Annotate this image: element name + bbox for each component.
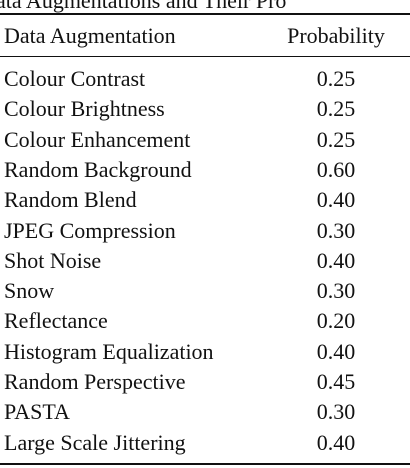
augmentation-name: Snow [4, 278, 55, 304]
header-cell: Probability [287, 23, 385, 48]
probability: 0.25 [316, 96, 356, 122]
augmentation-name: Random Background [4, 156, 192, 182]
augmentation-name: Random Perspective [4, 369, 186, 394]
augmentation-name: PASTA [4, 399, 70, 425]
top-rule [0, 13, 410, 15]
probability: 0.30 [316, 399, 356, 425]
augmentation-name: Colour Brightness [4, 96, 165, 122]
augmentation-name: Reflectance [4, 308, 108, 334]
augmentation-name: Shot Noise [4, 247, 102, 273]
augmentation-name: Colour Enhancement [4, 126, 191, 152]
probability: 0.40 [316, 429, 356, 455]
probability: 0.25 [316, 66, 356, 91]
probability: 0.30 [316, 278, 356, 304]
probability: 0.20 [316, 308, 356, 334]
probability: 0.40 [316, 338, 356, 364]
probability: 0.40 [316, 247, 356, 273]
mid-rule [0, 56, 410, 57]
augmentation-name: JPEG Compression [4, 217, 176, 243]
augmentation-name: Histogram Equalization [4, 338, 214, 364]
probability: 0.40 [316, 187, 356, 213]
probability: 0.45 [316, 369, 356, 394]
augmentation-name: Large Scale Jittering [4, 429, 186, 455]
probability: 0.25 [316, 126, 356, 152]
augmentation-name: Colour Contrast [4, 66, 146, 91]
probability: 0.30 [316, 217, 356, 243]
probability: 0.60 [316, 156, 356, 182]
augmentation-name: Random Blend [4, 187, 137, 213]
bottom-rule [0, 463, 410, 465]
header-cell: Data Augmentation [4, 23, 176, 48]
table-title: ata Augmentations and Their Pro [0, 0, 287, 13]
